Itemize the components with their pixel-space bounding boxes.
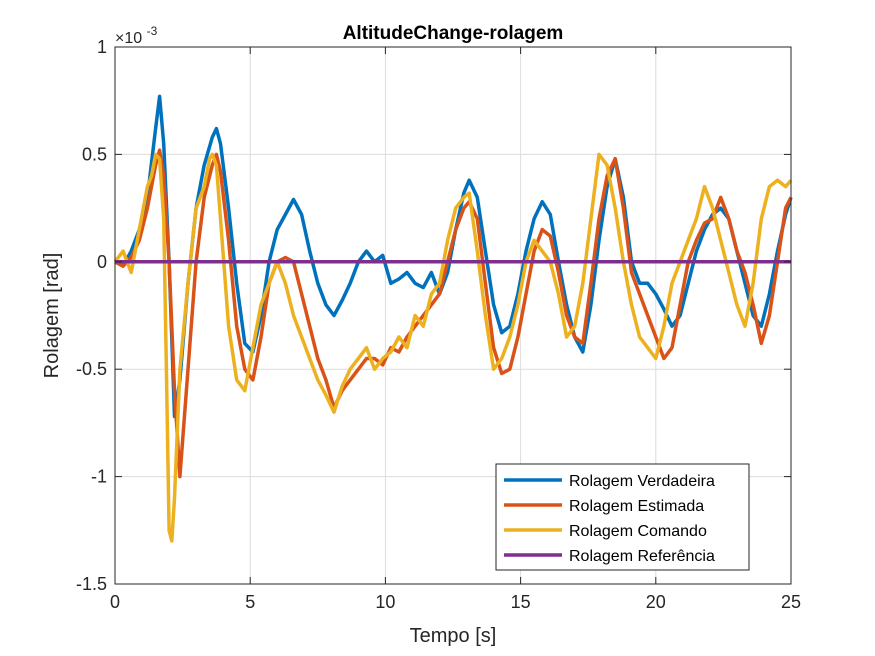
- y-tick-label: 0.5: [82, 144, 107, 164]
- legend-items: Rolagem Verdadeira Rolagem Estimada Rolage…: [504, 473, 715, 565]
- legend-label: Rolagem Estimada: [569, 498, 704, 515]
- y-axis-label: Rolagem [rad]: [41, 253, 63, 379]
- ticks: [114, 46, 792, 585]
- legend-label: Rolagem Comando: [569, 523, 707, 540]
- y-exponent-base: ×10: [115, 30, 142, 47]
- y-tick-label: 0: [97, 252, 107, 272]
- x-axis-label: Tempo [s]: [410, 625, 497, 647]
- legend-label: Rolagem Referência: [569, 548, 715, 565]
- y-axis-exponent: ×10 -3: [115, 24, 158, 47]
- y-tick-label: -1.5: [76, 574, 107, 594]
- x-tick-label: 25: [781, 592, 801, 612]
- x-tick-label: 0: [110, 592, 120, 612]
- y-tick-label: -0.5: [76, 359, 107, 379]
- series-line-3: [113, 152, 793, 543]
- legend-label: Rolagem Verdadeira: [569, 473, 715, 490]
- series-lines: [113, 94, 793, 543]
- tick-labels: 0 5 10 15 20 25 -1.5 -1 -0.5 0 0.5 1: [76, 37, 801, 612]
- y-exponent-power: -3: [147, 24, 158, 38]
- x-tick-label: 10: [375, 592, 395, 612]
- legend: Rolagem Verdadeira Rolagem Estimada Rolage…: [495, 463, 750, 571]
- x-tick-label: 15: [511, 592, 531, 612]
- x-tick-label: 5: [245, 592, 255, 612]
- x-tick-label: 20: [646, 592, 666, 612]
- y-tick-label: -1: [91, 467, 107, 487]
- y-tick-label: 1: [97, 37, 107, 57]
- axes-box: [114, 46, 792, 585]
- chart-title: AltitudeChange-rolagem: [343, 23, 564, 44]
